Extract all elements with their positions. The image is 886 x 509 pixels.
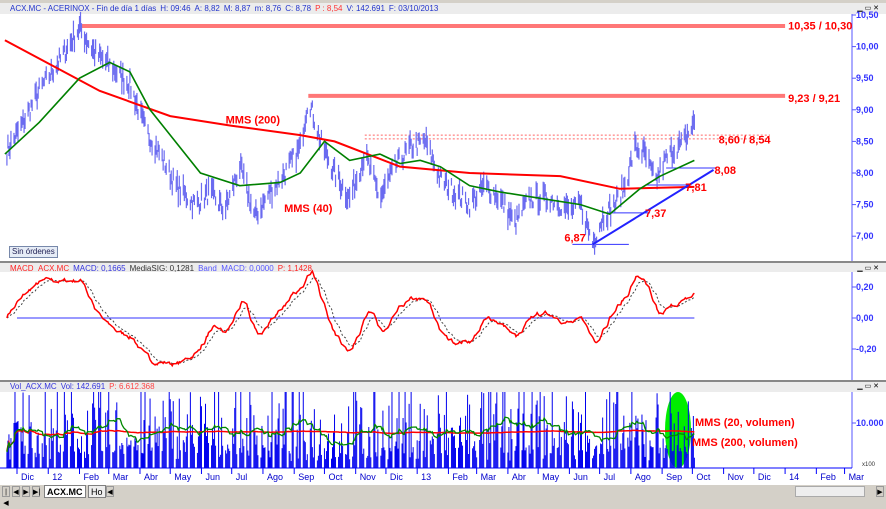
x-tick-label: Sep <box>666 472 682 482</box>
symbol-label: ACX.MC - ACERINOX - Fin de día 1 días <box>10 4 157 13</box>
x-tick-label: Mar <box>849 472 865 482</box>
price-header: ACX.MC - ACERINOX - Fin de día 1 días H: … <box>0 3 886 14</box>
tab-acx[interactable]: ACX.MC <box>44 485 86 498</box>
x-tick-label: Feb <box>452 472 468 482</box>
macd-line <box>6 269 695 368</box>
annotation-label: 9,23 / 9,21 <box>788 93 840 105</box>
y-tick-label: 10.000 <box>856 418 884 428</box>
y-tick-label: 10,00 <box>856 42 879 52</box>
x-tick-label: May <box>542 472 560 482</box>
macd-header: MACD_ACX.MC MACD: 0,1665 MediaSIG: 0,1281 B… <box>0 263 886 274</box>
panel-bg <box>0 272 886 381</box>
volume-value: V: 142.691 <box>346 4 385 13</box>
scroll-right-button[interactable]: ▶ <box>876 486 884 497</box>
volume-mms200-line <box>6 427 695 452</box>
x-tick-label: Oct <box>696 472 711 482</box>
y-tick-label: 9,50 <box>856 73 874 83</box>
x-tick-label: Oct <box>328 472 343 482</box>
macd-name: MACD_ACX.MC <box>10 264 70 273</box>
x-tick-label: Abr <box>144 472 158 482</box>
annotation-label: MMS (40) <box>284 203 333 215</box>
annotation-label: 8,60 / 8,54 <box>719 135 772 147</box>
volume-current: Vol: 142.691 <box>60 382 106 391</box>
x-tick-label: Jun <box>205 472 220 482</box>
window-controls[interactable]: ▁ ▭ ✕ <box>857 383 879 390</box>
x-tick-label: 13 <box>421 472 431 482</box>
date-value: F: 03/10/2013 <box>388 4 439 13</box>
y-tick-label: 10,50 <box>856 10 879 20</box>
close-value: C: 8,78 <box>285 4 312 13</box>
annotation-label: MMS (200) <box>226 114 281 126</box>
volume-name: Vol_ACX.MC <box>10 382 57 391</box>
x-tick-label: Feb <box>820 472 836 482</box>
sin-ordenes-button[interactable]: Sin órdenes <box>9 246 58 258</box>
x-tick-label: Nov <box>360 472 377 482</box>
y-tick-label: 0,20 <box>856 282 874 292</box>
y-tick-label: 0,00 <box>856 313 874 323</box>
sheet-tabs: |◀ ◀ ▶ ▶| ACX.MC Ho ◀ ▶ <box>0 485 886 507</box>
x-tick-label: 12 <box>52 472 62 482</box>
x-tick-label: Dic <box>758 472 771 482</box>
mms200-line <box>4 39 695 190</box>
high-value: M: 8,87 <box>223 4 251 13</box>
volume-annotation: MMS (200, volumen) <box>692 437 798 449</box>
y-tick-label: 8,00 <box>856 168 874 178</box>
x-tick-label: Dic <box>21 472 34 482</box>
open-value: A: 8,82 <box>194 4 220 13</box>
tab-ho[interactable]: Ho <box>88 485 106 498</box>
annotation-label: 7,81 <box>685 182 706 194</box>
trend-line <box>592 168 715 246</box>
x-tick-label: Dic <box>390 472 403 482</box>
x-tick-label: Sep <box>298 472 314 482</box>
signal-value: MediaSIG: 0,1281 <box>129 264 195 273</box>
x-axis-bg <box>0 468 886 485</box>
y-tick-label: 9,00 <box>856 105 874 115</box>
macd-p-value: P: 1,1428 <box>277 264 312 273</box>
volume-header: Vol_ACX.MC Vol: 142.691 P: 6.612.368 ▁ ▭ ✕ <box>0 381 886 392</box>
volume-annotation: MMS (20, volumen) <box>695 417 795 429</box>
x-tick-label: Mar <box>481 472 497 482</box>
x-tick-label: Nov <box>728 472 745 482</box>
tab-scroll-left[interactable]: ◀ <box>106 486 114 497</box>
x-tick-label: Feb <box>83 472 99 482</box>
y-tick-label: 8,50 <box>856 136 874 146</box>
x-tick-label: Mar <box>113 472 129 482</box>
x-tick-label: Abr <box>512 472 526 482</box>
window-controls[interactable]: ▁ ▭ ✕ <box>857 265 879 272</box>
x-tick-label: Jul <box>236 472 248 482</box>
y-tick-label: 7,00 <box>856 231 874 241</box>
panel-bg <box>0 392 886 469</box>
time-value: H: 09:46 <box>160 4 191 13</box>
low-value: m: 8,76 <box>254 4 282 13</box>
x-tick-label: Ago <box>267 472 283 482</box>
p-value: P : 8,54 <box>315 4 343 13</box>
volume-mms20-line <box>6 416 695 453</box>
last-tab-button[interactable]: ▶| <box>32 486 40 497</box>
annotation-label: 8,08 <box>715 165 736 177</box>
scale-label: x100 <box>862 462 876 468</box>
next-tab-button[interactable]: ▶ <box>22 486 30 497</box>
y-tick-label: 7,50 <box>856 200 874 210</box>
x-tick-label: Jun <box>573 472 588 482</box>
mms40-line <box>4 61 695 215</box>
stock-chart[interactable]: 10,50 10,00 9,50 9,00 8,50 8,00 7,50 7,00 0,20 0,… <box>0 0 886 485</box>
band-value: Band_MACD: 0,0000 <box>198 264 274 273</box>
horizontal-scrollbar[interactable] <box>795 486 865 497</box>
y-tick-label: -0,20 <box>856 344 877 354</box>
first-tab-button[interactable]: |◀ <box>2 486 10 507</box>
macd-value: MACD: 0,1665 <box>73 264 126 273</box>
prev-tab-button[interactable]: ◀ <box>12 486 20 497</box>
x-tick-label: Jul <box>604 472 616 482</box>
x-tick-label: May <box>174 472 192 482</box>
annotation-label: 7,37 <box>645 208 666 220</box>
window-controls[interactable]: ▁ ▭ ✕ <box>857 5 879 12</box>
volume-p-value: P: 6.612.368 <box>109 382 155 391</box>
x-tick-label: Ago <box>635 472 651 482</box>
annotation-label: 10,35 / 10,30 <box>788 21 852 33</box>
x-tick-label: 14 <box>789 472 799 482</box>
annotation-label: 6,87 <box>564 232 585 244</box>
